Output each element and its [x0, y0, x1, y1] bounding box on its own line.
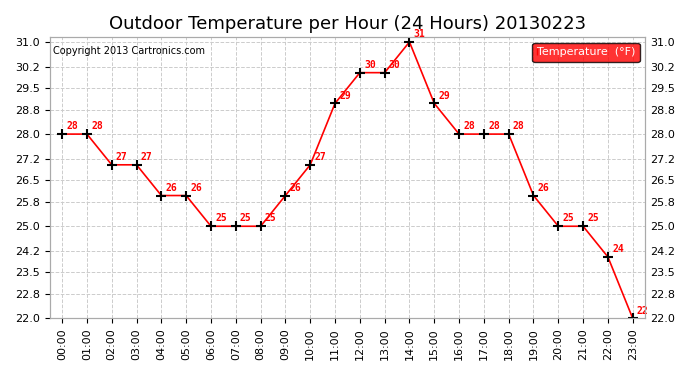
- Text: 27: 27: [315, 152, 326, 162]
- Text: 26: 26: [190, 183, 202, 193]
- Text: 29: 29: [339, 91, 351, 101]
- Text: Copyright 2013 Cartronics.com: Copyright 2013 Cartronics.com: [52, 46, 205, 56]
- Text: 29: 29: [438, 91, 450, 101]
- Title: Outdoor Temperature per Hour (24 Hours) 20130223: Outdoor Temperature per Hour (24 Hours) …: [109, 15, 586, 33]
- Text: 26: 26: [166, 183, 177, 193]
- Text: 25: 25: [587, 213, 599, 223]
- Text: 31: 31: [413, 29, 425, 39]
- Text: 25: 25: [265, 213, 277, 223]
- Text: 27: 27: [141, 152, 152, 162]
- Text: 28: 28: [513, 122, 524, 131]
- Text: 28: 28: [488, 122, 500, 131]
- Text: 26: 26: [538, 183, 549, 193]
- Text: 22: 22: [637, 306, 649, 316]
- Text: 30: 30: [364, 60, 376, 70]
- Text: 26: 26: [290, 183, 302, 193]
- Text: 28: 28: [66, 122, 78, 131]
- Text: 25: 25: [215, 213, 227, 223]
- Text: 28: 28: [91, 122, 103, 131]
- Text: 28: 28: [463, 122, 475, 131]
- Text: 25: 25: [562, 213, 574, 223]
- Legend: Temperature  (°F): Temperature (°F): [532, 43, 640, 62]
- Text: 30: 30: [388, 60, 401, 70]
- Text: 25: 25: [240, 213, 252, 223]
- Text: 27: 27: [116, 152, 128, 162]
- Text: 24: 24: [612, 244, 624, 254]
